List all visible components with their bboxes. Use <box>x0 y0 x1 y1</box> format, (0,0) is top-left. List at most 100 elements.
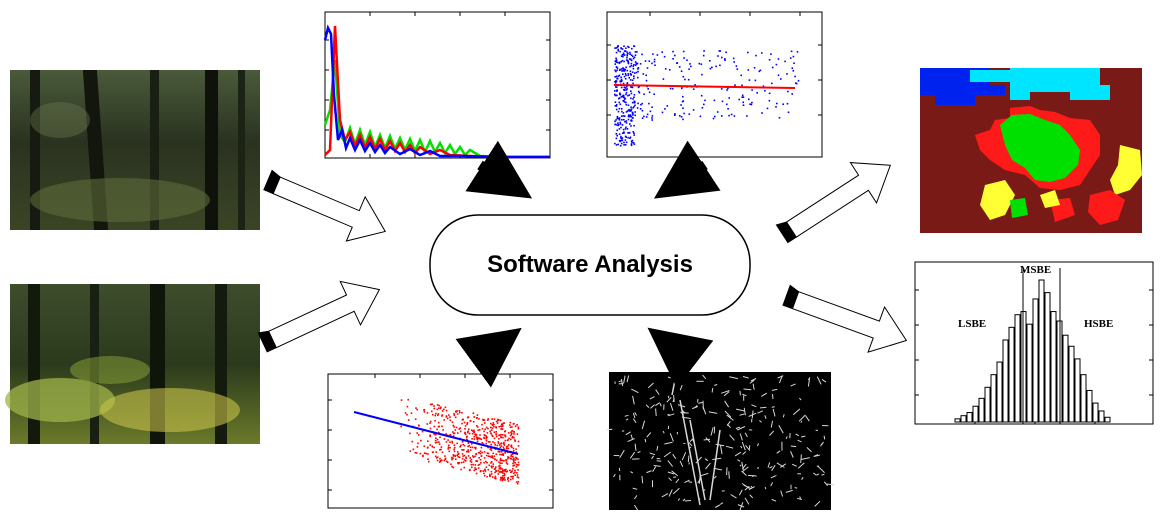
scatter-point-blue <box>616 80 618 82</box>
scatter-point-red <box>438 441 440 443</box>
scatter-point-blue <box>621 115 623 117</box>
scatter-point-red <box>422 431 424 433</box>
scatter-point-red <box>491 429 493 431</box>
scatter-point-blue <box>681 116 683 118</box>
scatter-point-red <box>455 429 457 431</box>
scatter-point-red <box>427 453 429 455</box>
scatter-point-red <box>507 456 509 458</box>
scatter-point-blue <box>769 93 771 95</box>
scatter-point-red <box>511 426 513 428</box>
scatter-point-blue <box>734 115 736 117</box>
scatter-point-red <box>453 425 455 427</box>
histogram-bar <box>1033 299 1038 422</box>
scatter-point-blue <box>727 108 729 110</box>
scatter-point-blue <box>628 47 630 49</box>
scatter-point-red <box>406 414 408 416</box>
scatter-point-red <box>456 427 458 429</box>
scatter-point-red <box>512 468 514 470</box>
scatter-point-red <box>492 457 494 459</box>
histogram-bar <box>1009 327 1014 422</box>
scatter-point-blue <box>643 116 645 118</box>
scatter-point-red <box>468 442 470 444</box>
scatter-point-blue <box>615 58 617 60</box>
scatter-point-blue <box>625 78 627 80</box>
scatter-point-red <box>484 469 486 471</box>
scatter-point-blue <box>748 99 750 101</box>
scatter-point-red <box>427 423 429 425</box>
scatter-point-blue <box>623 83 625 85</box>
scatter-point-red <box>490 456 492 458</box>
scatter-point-red <box>494 468 496 470</box>
scatter-point-blue <box>700 116 702 118</box>
scatter-point-red <box>477 414 479 416</box>
scatter-point-blue <box>731 114 733 116</box>
edge-mark <box>749 445 750 449</box>
scatter-point-red <box>439 437 441 439</box>
scatter-point-blue <box>640 104 642 106</box>
scatter-point-blue <box>647 67 649 69</box>
scatter-point-red <box>442 410 444 412</box>
scatter-point-blue <box>645 60 647 62</box>
scatter-point-blue <box>719 50 721 52</box>
scatter-point-blue <box>620 80 622 82</box>
scatter-point-red <box>460 431 462 433</box>
scatter-point-blue <box>725 52 727 54</box>
scatter-point-blue <box>627 137 629 139</box>
scatter-point-blue <box>630 79 632 81</box>
scatter-point-blue <box>614 90 616 92</box>
scatter-point-blue <box>622 54 624 56</box>
scatter-point-red <box>474 456 476 458</box>
scatter-point-red <box>443 460 445 462</box>
scatter-point-blue <box>778 75 780 77</box>
scatter-point-red <box>425 453 427 455</box>
scatter-point-red <box>512 463 514 465</box>
scatter-point-red <box>473 416 475 418</box>
scatter-point-blue <box>632 98 634 100</box>
scatter-point-red <box>491 473 493 475</box>
scatter-point-red <box>416 452 418 454</box>
scatter-point-blue <box>746 115 748 117</box>
scatter-point-red <box>471 459 473 461</box>
scatter-point-blue <box>628 105 630 107</box>
scatter-point-red <box>436 429 438 431</box>
scatter-point-blue <box>616 95 618 97</box>
scatter-point-red <box>513 458 515 460</box>
histogram-bar <box>1015 315 1020 422</box>
scatter-point-blue <box>798 80 800 82</box>
segmentation-map <box>920 68 1142 233</box>
scatter-point-red <box>494 438 496 440</box>
scatter-point-red <box>442 414 444 416</box>
scatter-point-red <box>493 453 495 455</box>
scatter-point-blue <box>618 124 620 126</box>
scatter-point-red <box>478 457 480 459</box>
scatter-point-red <box>501 463 503 465</box>
scatter-point-red <box>424 409 426 411</box>
scatter-point-red <box>446 461 448 463</box>
scatter-point-red <box>459 410 461 412</box>
scatter-point-blue <box>640 108 642 110</box>
scatter-point-red <box>400 426 402 428</box>
scatter-point-blue <box>674 55 676 57</box>
histogram-bar <box>1051 312 1056 422</box>
scatter-point-blue <box>637 103 639 105</box>
spectrum-plot <box>325 12 550 158</box>
scatter-point-red <box>488 453 490 455</box>
scatter-point-red <box>516 466 518 468</box>
scatter-point-red <box>463 449 465 451</box>
scatter-point-red <box>471 467 473 469</box>
histogram-bar <box>979 398 984 422</box>
scatter-point-blue <box>683 76 685 78</box>
scatter-point-red <box>471 438 473 440</box>
scatter-point-red <box>464 428 466 430</box>
scatter-point-blue <box>622 140 624 142</box>
scatter-point-red <box>510 476 512 478</box>
scatter-point-blue <box>634 46 636 48</box>
scatter-point-red <box>494 431 496 433</box>
edge-mark <box>737 427 740 428</box>
scatter-point-red <box>447 418 449 420</box>
scatter-point-red <box>502 480 504 482</box>
scatter-point-red <box>459 457 461 459</box>
arrow-to-segmentation <box>770 145 903 255</box>
scatter-point-red <box>469 469 471 471</box>
scatter-point-red <box>493 455 495 457</box>
